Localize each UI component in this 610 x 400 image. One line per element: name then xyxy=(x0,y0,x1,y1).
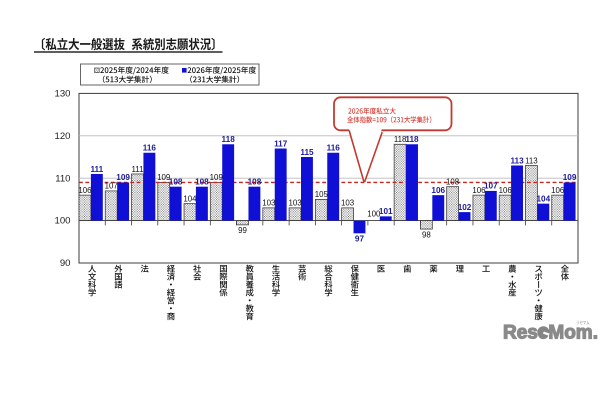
svg-text:115: 115 xyxy=(300,148,314,157)
svg-text:103: 103 xyxy=(341,199,355,208)
svg-text:98: 98 xyxy=(422,230,431,239)
svg-text:108: 108 xyxy=(248,177,262,186)
svg-text:116: 116 xyxy=(327,144,341,153)
svg-text:103: 103 xyxy=(262,199,276,208)
svg-text:110: 110 xyxy=(55,173,70,184)
svg-text:116: 116 xyxy=(143,144,157,153)
svg-text:113: 113 xyxy=(525,156,538,165)
svg-text:90: 90 xyxy=(60,258,71,269)
svg-text:130: 130 xyxy=(54,89,70,100)
svg-text:111: 111 xyxy=(90,165,103,174)
svg-text:102: 102 xyxy=(458,203,472,212)
svg-text:111: 111 xyxy=(131,165,143,174)
svg-text:108: 108 xyxy=(195,177,209,186)
svg-text:118: 118 xyxy=(405,135,419,144)
svg-text:100: 100 xyxy=(54,216,70,227)
svg-text:107: 107 xyxy=(105,182,118,191)
svg-text:113: 113 xyxy=(510,156,524,165)
svg-text:108: 108 xyxy=(446,177,460,186)
svg-text:104: 104 xyxy=(536,194,550,203)
svg-text:109: 109 xyxy=(210,173,224,182)
svg-text:109: 109 xyxy=(563,173,577,182)
svg-text:100: 100 xyxy=(367,210,381,219)
svg-text:97: 97 xyxy=(355,235,365,244)
svg-text:107: 107 xyxy=(484,182,498,191)
svg-text:109: 109 xyxy=(157,173,171,182)
svg-text:106: 106 xyxy=(551,186,565,195)
svg-text:105: 105 xyxy=(315,190,329,199)
svg-text:106: 106 xyxy=(472,186,486,195)
svg-text:106: 106 xyxy=(499,186,513,195)
svg-text:118: 118 xyxy=(222,135,236,144)
svg-text:106: 106 xyxy=(431,186,445,195)
svg-text:104: 104 xyxy=(183,194,197,203)
svg-text:117: 117 xyxy=(274,139,288,148)
svg-text:108: 108 xyxy=(169,177,183,186)
svg-text:118: 118 xyxy=(394,135,407,144)
svg-text:ReseMom.: ReseMom. xyxy=(503,321,598,343)
svg-text:120: 120 xyxy=(54,131,70,142)
svg-text:103: 103 xyxy=(288,199,302,208)
svg-text:106: 106 xyxy=(78,186,92,195)
svg-text:99: 99 xyxy=(238,226,247,235)
svg-text:109: 109 xyxy=(116,173,130,182)
svg-text:101: 101 xyxy=(379,207,393,216)
